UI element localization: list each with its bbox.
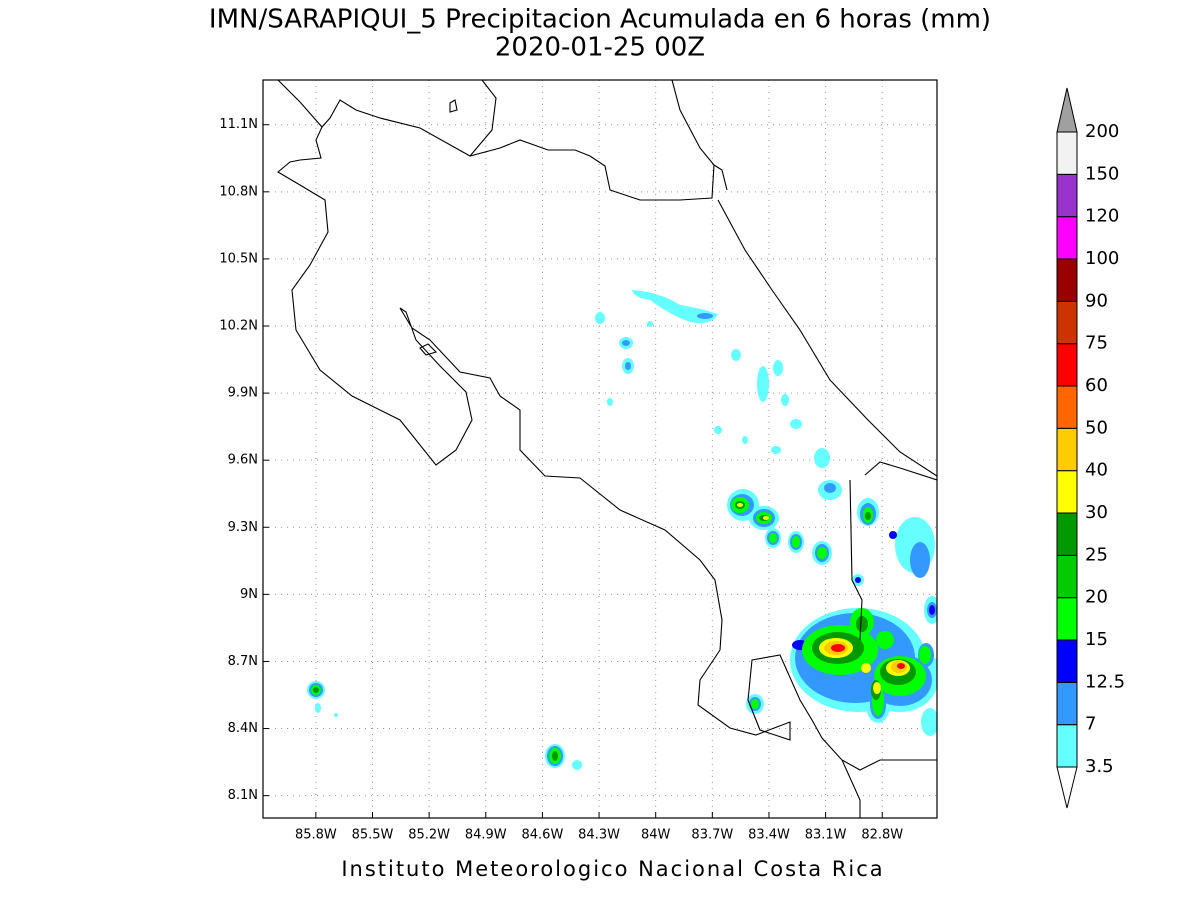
colorbar-label: 25 <box>1085 544 1108 565</box>
colorbar-segment <box>1056 300 1078 345</box>
colorbar-label: 200 <box>1085 121 1119 142</box>
plot-frame <box>262 79 938 819</box>
colorbar-segment <box>1056 131 1078 175</box>
x-tick-label: 85.5W <box>352 828 394 843</box>
y-tick-label: 9.6N <box>228 453 258 468</box>
colorbar-segment <box>1056 385 1078 429</box>
colorbar-label: 20 <box>1085 587 1108 608</box>
colorbar-label: 12.5 <box>1085 671 1125 692</box>
y-tick-label: 8.7N <box>228 654 258 669</box>
x-tick-label: 85.8W <box>295 828 337 843</box>
y-tick-label: 8.4N <box>228 721 258 736</box>
y-tick-label: 9.3N <box>228 520 258 535</box>
colorbar-segment <box>1056 512 1078 556</box>
colorbar-segment <box>1056 597 1078 641</box>
x-tick-label: 82.8W <box>861 828 903 843</box>
map-title: IMN/SARAPIQUI_5 Precipitacion Acumulada … <box>209 5 991 35</box>
colorbar-label: 90 <box>1085 290 1108 311</box>
coastlines <box>277 80 937 818</box>
x-tick-label: 83.1W <box>805 828 847 843</box>
y-tick-label: 10.5N <box>219 251 258 266</box>
y-tick-label: 9N <box>240 587 258 602</box>
y-tick-label: 8.1N <box>228 788 258 803</box>
x-tick-label: 83.7W <box>691 828 733 843</box>
colorbar-label: 50 <box>1085 417 1108 438</box>
colorbar-label: 60 <box>1085 375 1108 396</box>
colorbar-label: 120 <box>1085 206 1119 227</box>
y-tick-label: 10.2N <box>219 319 258 334</box>
map-footer: Instituto Meteorologico Nacional Costa R… <box>341 857 884 881</box>
colorbar-label: 30 <box>1085 502 1108 523</box>
x-tick-label: 84.3W <box>578 828 620 843</box>
colorbar-segment <box>1056 554 1078 599</box>
y-tick-label: 11.1N <box>219 117 258 132</box>
colorbar-label: 7 <box>1085 714 1096 735</box>
x-tick-label: 85.2W <box>408 828 450 843</box>
precipitation-field <box>307 290 937 770</box>
x-tick-label: 83.4W <box>748 828 790 843</box>
x-tick-label: 84W <box>641 828 671 843</box>
colorbar-label: 75 <box>1085 333 1108 354</box>
colorbar-label: 150 <box>1085 163 1119 184</box>
colorbar-segment <box>1056 639 1078 683</box>
colorbar-over <box>1056 87 1078 133</box>
colorbar-label: 100 <box>1085 248 1119 269</box>
x-tick-label: 84.9W <box>465 828 507 843</box>
colorbar: 3.5 7 12.5 15 20 25 30 40 50 60 75 90 100 120 150 200 <box>1056 87 1125 809</box>
colorbar-segment <box>1056 258 1078 302</box>
colorbar-label: 3.5 <box>1085 756 1114 777</box>
colorbar-segment <box>1056 216 1078 260</box>
y-tick-label: 10.8N <box>219 184 258 199</box>
colorbar-under <box>1056 766 1078 809</box>
x-tick-label: 84.6W <box>522 828 564 843</box>
colorbar-segment <box>1056 173 1078 218</box>
colorbar-segment <box>1056 724 1078 768</box>
colorbar-label: 40 <box>1085 460 1108 481</box>
colorbar-label: 15 <box>1085 629 1108 650</box>
colorbar-segment <box>1056 343 1078 387</box>
colorbar-segment <box>1056 470 1078 514</box>
map-subtitle: 2020-01-25 00Z <box>495 33 705 63</box>
y-tick-label: 9.9N <box>228 386 258 401</box>
grid <box>263 80 937 818</box>
colorbar-segment <box>1056 427 1078 472</box>
colorbar-segment <box>1056 681 1078 726</box>
